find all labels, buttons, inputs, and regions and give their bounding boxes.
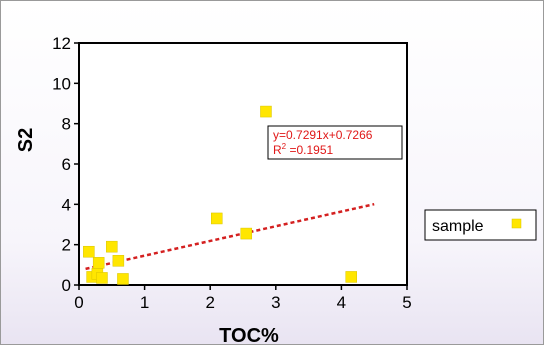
x-axis-title: TOC% [219,325,279,345]
y-axis-title: S2 [15,128,37,152]
data-point [112,255,125,267]
y-tick-label: 6 [62,155,71,174]
x-tick-label: 4 [337,293,346,312]
data-points [83,105,357,285]
y-tick-label: 10 [52,74,71,93]
legend: sample [424,209,537,241]
x-tick-label: 3 [271,293,280,312]
x-tick-label: 5 [402,293,411,312]
data-point [117,273,129,285]
data-point [240,227,253,240]
y-axis: 0 2 4 6 8 10 12 [52,34,79,295]
y-tick-label: 12 [52,34,71,53]
plot-area [78,42,408,286]
data-point [260,105,272,118]
x-axis: 0 1 2 3 4 5 [74,285,412,312]
equation-box: y=0.7291x+0.7266 R2 =0.1951 [267,125,403,160]
y-tick-label: 8 [62,115,71,134]
x-tick-label: 1 [140,293,149,312]
data-point [83,245,95,258]
x-tick-label: 0 [74,293,83,312]
data-point [96,272,108,284]
y-tick-label: 4 [62,195,71,214]
legend-marker [511,218,522,229]
y-tick-label: 0 [62,276,71,295]
r-squared-text: R2 =0.1951 [273,142,333,157]
data-point [92,257,105,269]
trendline [85,202,375,271]
data-point [106,240,118,253]
y-tick-label: 2 [62,236,71,255]
data-point [211,212,223,225]
data-point [345,271,357,283]
legend-label: sample [432,218,484,235]
equation-text: y=0.7291x+0.7266 [273,128,373,142]
x-tick-label: 2 [205,293,214,312]
